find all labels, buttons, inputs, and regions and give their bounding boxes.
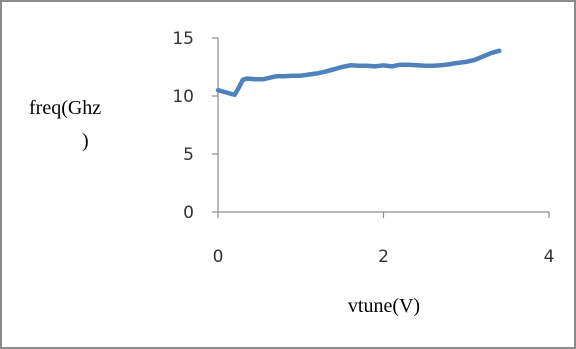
x-tick-label: 2 — [378, 247, 389, 267]
x-tick-label: 0 — [213, 247, 224, 267]
y-axis-title-line-1: freq(Ghz — [29, 97, 101, 119]
y-axis-title-line-2: ) — [82, 130, 89, 152]
x-axis-title: vtune(V) — [348, 295, 420, 317]
y-tick-label: 15 — [172, 29, 194, 49]
y-tick-label: 5 — [183, 145, 194, 165]
y-axis-ticks: 0 5 10 15 — [172, 29, 218, 223]
series-line — [215, 48, 502, 98]
x-tick-label: 4 — [544, 247, 555, 267]
series-layer — [215, 48, 502, 98]
x-axis-ticks: 0 2 4 — [213, 212, 555, 267]
y-tick-label: 10 — [172, 87, 194, 107]
y-tick-label: 0 — [183, 203, 194, 223]
